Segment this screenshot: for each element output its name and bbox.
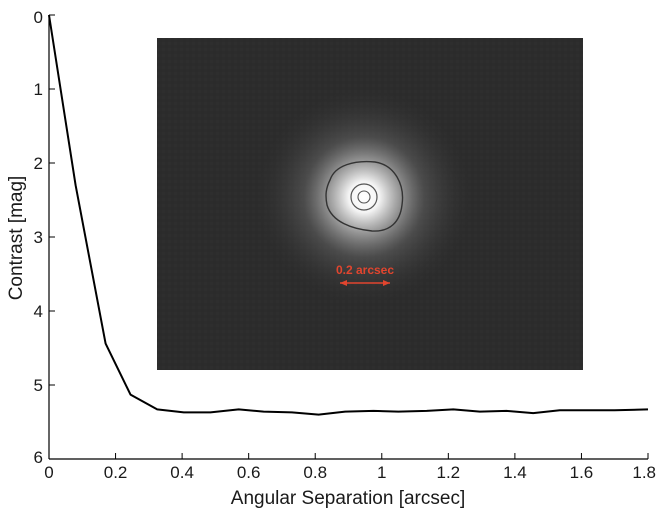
y-tick-label: 0 xyxy=(34,8,43,27)
y-tick-label: 3 xyxy=(34,228,43,247)
y-tick-label: 6 xyxy=(34,448,43,467)
y-axis-label: Contrast [mag] xyxy=(6,176,27,301)
y-tick-label: 5 xyxy=(34,376,43,395)
x-tick-label: 1.8 xyxy=(632,463,656,482)
psf-inset-image: 0.2 arcsec xyxy=(157,38,583,370)
x-axis-label: Angular Separation [arcsec] xyxy=(231,488,465,509)
x-tick-label: 1.6 xyxy=(570,463,594,482)
x-tick-label: 0.4 xyxy=(170,463,194,482)
x-tick-label: 1 xyxy=(377,463,386,482)
y-tick-label: 4 xyxy=(34,302,43,321)
x-tick-label: 0.2 xyxy=(104,463,128,482)
x-tick-label: 1.2 xyxy=(437,463,461,482)
x-tick-label: 0.6 xyxy=(237,463,261,482)
x-tick-label: 0.8 xyxy=(303,463,327,482)
scale-bar-label: 0.2 arcsec xyxy=(336,263,394,277)
y-tick-label: 2 xyxy=(34,154,43,173)
x-tick-label: 0 xyxy=(44,463,53,482)
x-tick-label: 1.4 xyxy=(503,463,527,482)
y-tick-label: 1 xyxy=(34,80,43,99)
